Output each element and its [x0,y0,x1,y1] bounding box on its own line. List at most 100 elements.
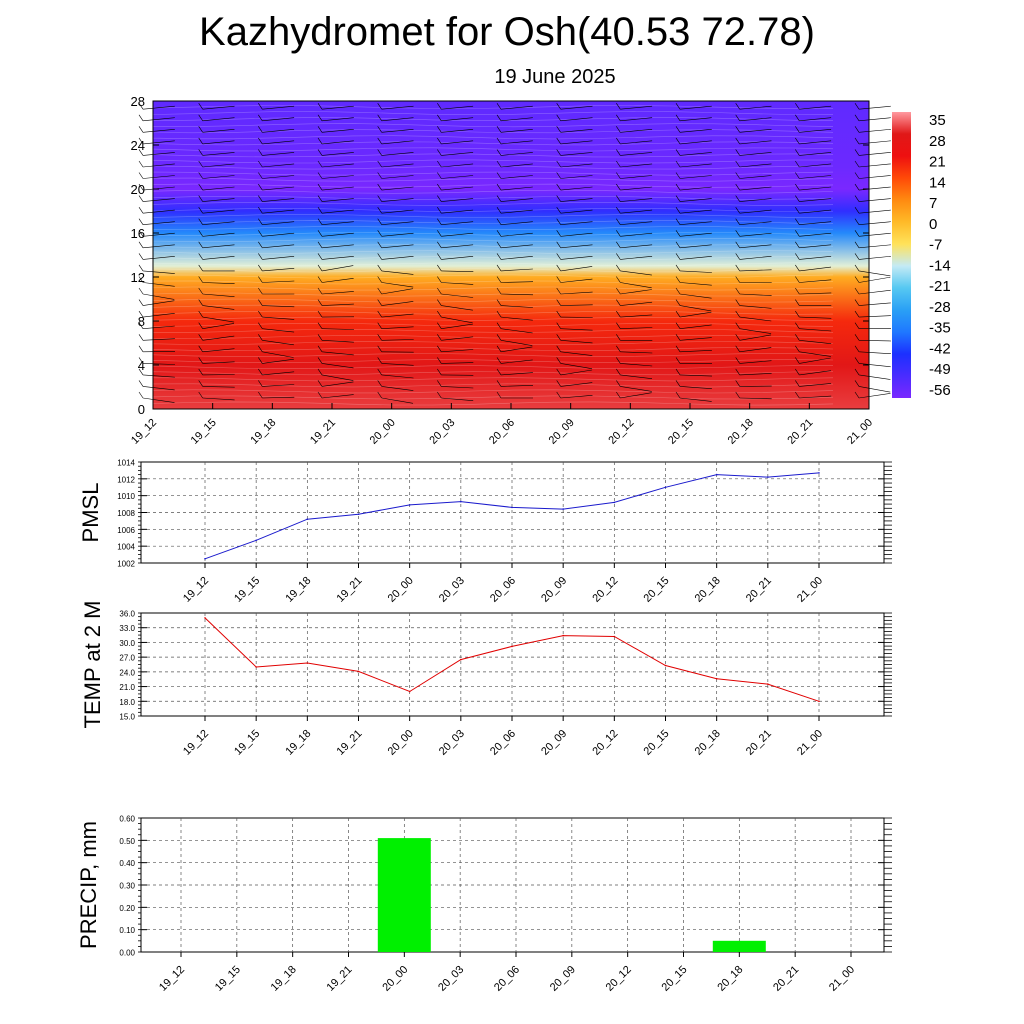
wind-barb [262,105,295,110]
wind-barb-flag [377,241,382,248]
wind-barb-flag [556,287,561,295]
y-tick-label: 28 [131,94,145,109]
wind-barb [739,129,772,133]
wind-barb-flag [138,345,144,352]
wind-barb-flag [377,137,382,145]
wind-barb-flag [675,126,681,133]
heatmap-field [153,101,869,409]
wind-barb [202,163,235,168]
wind-barb [799,198,832,202]
contour-line [152,389,834,394]
wind-barb [739,186,772,191]
wind-barb [262,351,294,358]
wind-barb [620,117,653,122]
wind-barb-flag [795,322,800,329]
wind-barb-flag [138,172,144,179]
wind-barb [321,117,354,122]
wind-barb [739,105,772,110]
wind-barb-flag [556,391,561,399]
contour-line [152,195,834,200]
wind-barb-flag [795,299,800,306]
wind-barb [500,105,533,110]
wind-barb-flag [675,334,681,341]
wind-barb [381,386,414,391]
wind-barb [142,163,175,168]
data-point [715,677,718,680]
wind-barb-flag [616,380,621,387]
data-point [408,690,411,693]
wind-barb [262,305,295,308]
wind-barb [381,282,414,288]
wind-barb [500,340,533,346]
y-tick-label: 1004 [117,543,135,552]
wind-barb-flag [616,172,621,179]
wind-barb-flag [138,218,144,225]
plot-frame [140,612,885,717]
wind-barb-flag [258,195,263,202]
x-tick-label: 20_00 [386,575,416,605]
wind-barb [739,140,772,145]
contour-line [152,347,834,351]
wind-barb [500,346,533,353]
wind-barb-flag [377,287,382,295]
wind-barb-flag [616,114,621,121]
wind-barb-flag [675,160,681,168]
wind-barb [262,221,295,225]
wind-barb-flag [735,137,740,145]
wind-barb-flag [675,114,681,121]
y-tick-label: 0.00 [119,949,135,958]
wind-barb-flag [556,299,561,306]
data-point [767,476,769,478]
wind-barb-flag [795,241,800,248]
wind-barb [142,198,175,202]
contour-line [152,244,834,249]
data-point [664,664,667,667]
wind-barb [381,326,414,329]
wind-barb-flag [616,103,621,110]
wind-barb-flag [317,276,323,283]
wind-barb [142,175,175,179]
wind-barb-flag [138,126,144,133]
x-tick-label: 20_12 [590,728,620,758]
wind-barb-flag [317,149,323,156]
contour-line [152,292,834,297]
x-tick-label: 21_00 [795,728,825,758]
wind-barb [500,140,533,145]
contour-line [152,111,834,116]
wind-barb [679,386,712,389]
wind-barb-flag [138,149,144,156]
wind-barb [560,278,593,283]
wind-barb [202,361,235,364]
wind-barb [799,357,831,364]
x-tick-label: 20_18 [715,964,745,994]
wind-barb-flag [735,183,740,191]
wind-barb [321,363,354,369]
wind-barb-flag [616,195,621,202]
wind-barb [858,186,891,191]
wind-barb-flag [556,276,561,283]
wind-barb [739,347,772,353]
x-tick-label: 21_00 [827,964,857,994]
x-tick-label: 19_12 [157,964,187,994]
contour-line [152,371,834,376]
y-tick-label: 0.60 [119,815,135,824]
wind-barb-flag [854,218,860,225]
wind-barb [500,328,533,334]
wind-barb [321,340,354,343]
colorbar-label: -28 [929,299,951,316]
wind-barb [441,305,473,311]
wind-barb-flag [854,126,860,133]
data-point [613,501,616,504]
wind-barb-flag [496,241,502,248]
contour-line [152,159,834,164]
wind-barb-flag [616,126,621,133]
wind-barb-flag [735,160,740,168]
wind-barb-flag [198,380,203,387]
wind-barb-flag [496,218,502,225]
wind-barb-flag [675,345,681,352]
contour-line [152,238,834,243]
colorbar-label: -14 [929,257,951,274]
wind-barb-flag [854,334,860,341]
wind-barb [799,256,832,260]
wind-barb-flag [854,183,860,191]
